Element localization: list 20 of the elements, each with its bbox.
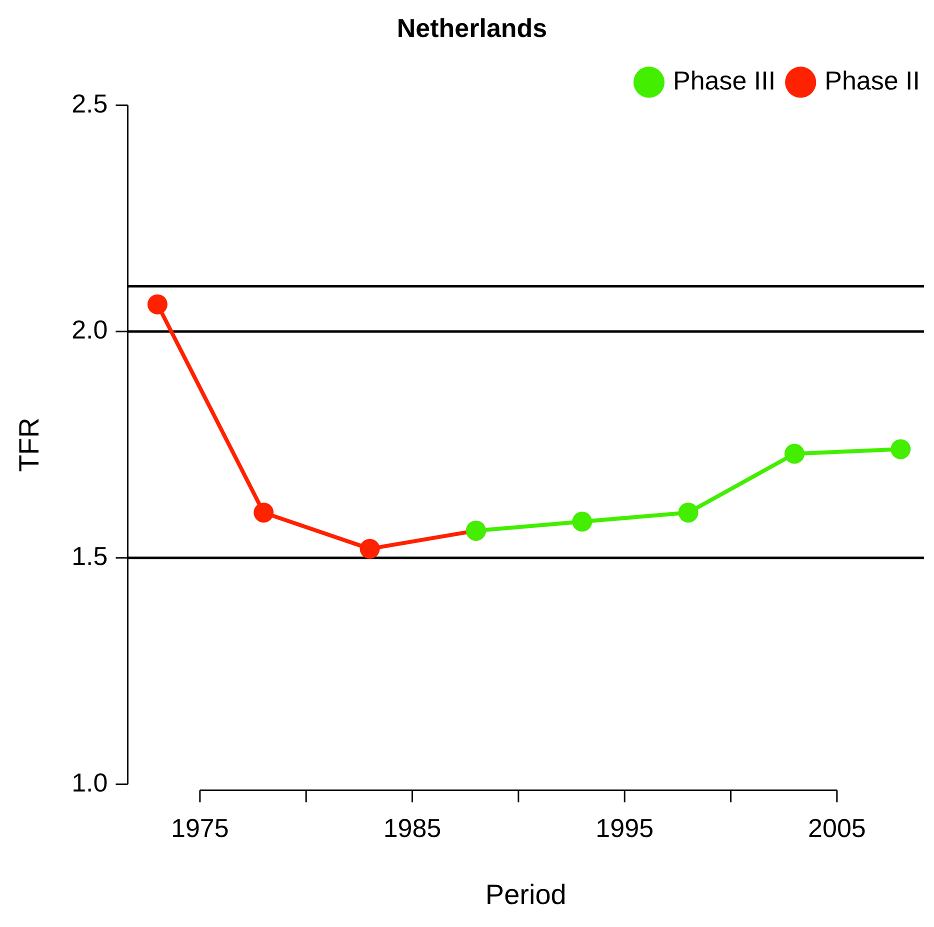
- x-tick-label: 1995: [596, 812, 654, 843]
- y-tick-label: 2.0: [72, 314, 108, 345]
- point: [147, 294, 168, 314]
- point: [678, 502, 698, 523]
- x-axis-title: Period: [485, 878, 566, 910]
- x-tick-label: 1975: [171, 812, 229, 843]
- y-tick-label: 1.5: [72, 541, 108, 572]
- x-tick-label: 1985: [383, 812, 442, 843]
- y-axis-title: TFR: [14, 417, 45, 472]
- legend-label: Phase III: [672, 65, 776, 96]
- point: [572, 512, 592, 532]
- chart-title: Netherlands: [396, 12, 548, 43]
- y-tick-label: 2.5: [72, 88, 108, 118]
- point: [890, 439, 911, 460]
- x-tick-label: 2005: [808, 812, 866, 843]
- point: [254, 502, 274, 523]
- point: [360, 538, 380, 559]
- y-tick-label: 1.0: [72, 767, 108, 798]
- point: [784, 444, 804, 464]
- legend-label: Phase II: [824, 65, 920, 96]
